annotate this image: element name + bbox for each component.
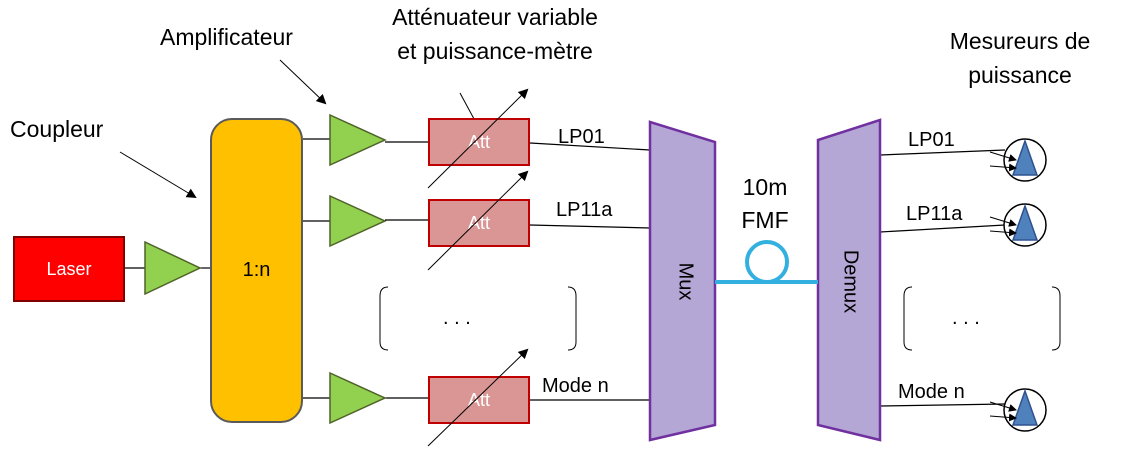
amplifier-2 [330, 196, 385, 246]
power-meter-n [1004, 389, 1046, 431]
attenuateur-label-2: et puissance-mètre [355, 38, 635, 66]
power-meter-2 [1004, 204, 1046, 246]
mode-out-moden: Mode n [898, 380, 965, 404]
fiber-label-2: FMF [720, 207, 810, 235]
amplifier-1 [330, 115, 385, 165]
power-meter-1 [1004, 139, 1046, 181]
ellipsis-right: . . . [952, 306, 980, 330]
fiber-link [715, 242, 818, 282]
fiber-label-1: 10m [720, 174, 810, 202]
attenuateur-label-1: Atténuateur variable [355, 4, 635, 32]
coupleur-label: Coupleur [10, 116, 103, 144]
demux-label: Demux [839, 247, 862, 317]
amplificateur-label: Amplificateur [160, 24, 293, 52]
mux-label: Mux [674, 257, 697, 307]
attenuator-n: Att [428, 376, 530, 424]
mode-out-lp11a: LP11a [906, 202, 962, 226]
mode-out-lp01: LP01 [908, 128, 955, 152]
mode-in-lp11a: LP11a [556, 198, 612, 222]
attenuator-1: Att [428, 118, 530, 166]
laser-block: Laser [13, 236, 125, 302]
coupler-block: 1:n [210, 118, 303, 423]
mesureurs-label-2: puissance [930, 62, 1110, 90]
amplifier-n [330, 373, 385, 423]
mesureurs-label-1: Mesureurs de [930, 28, 1110, 56]
power-meters [1004, 139, 1046, 431]
attenuator-2: Att [428, 199, 530, 247]
ellipsis-left: . . . [443, 306, 471, 330]
mode-in-lp01: LP01 [558, 125, 605, 149]
amplifier-laser [145, 242, 200, 294]
mode-in-moden: Mode n [542, 374, 609, 398]
